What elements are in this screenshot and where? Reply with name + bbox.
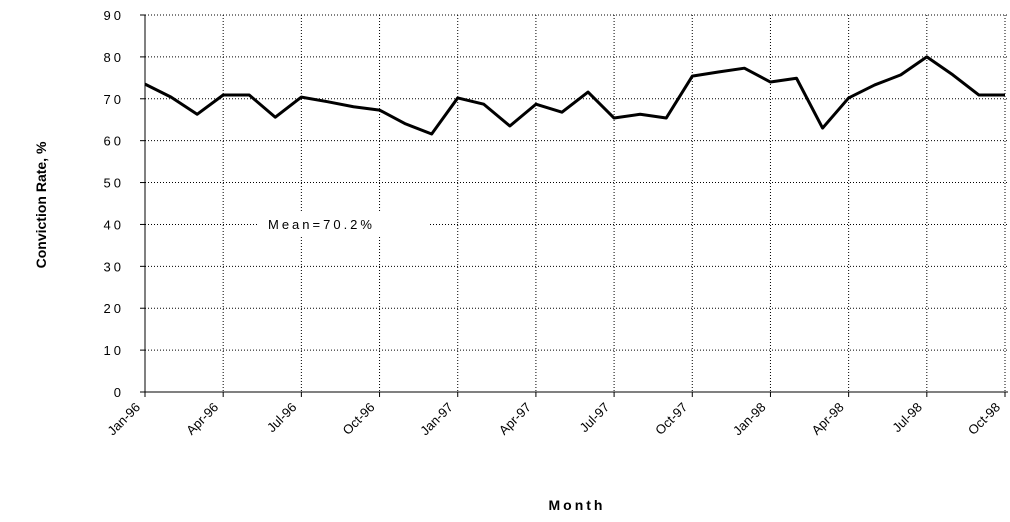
y-tick-label: 60 xyxy=(104,134,124,149)
y-tick-label: 0 xyxy=(114,385,124,400)
y-tick-label: 50 xyxy=(104,176,124,191)
x-tick-label: Oct-96 xyxy=(339,400,377,438)
y-axis-title: Conviction Rate, % xyxy=(33,141,49,268)
annotation: Mean=70.2% xyxy=(268,217,375,232)
x-tick-label: Jan-98 xyxy=(730,400,769,439)
x-tick-label: Jul-97 xyxy=(577,400,613,436)
y-tick-label: 40 xyxy=(104,217,124,232)
x-tick-label: Apr-97 xyxy=(496,400,534,438)
x-tick-label: Jul-98 xyxy=(889,400,925,436)
line-series xyxy=(144,55,1005,136)
x-axis-title: Month xyxy=(549,497,606,513)
annotation-bg xyxy=(258,212,428,236)
x-tick-label: Jul-96 xyxy=(264,400,300,436)
x-tick-label: Apr-96 xyxy=(183,400,221,438)
y-tick-label: 70 xyxy=(104,92,124,107)
y-tick-label: 80 xyxy=(104,50,124,65)
x-tick-label: Jan-97 xyxy=(417,400,456,439)
y-tick-label: 30 xyxy=(104,259,124,274)
x-tick-label: Oct-98 xyxy=(965,400,1003,438)
x-tick-label: Oct-97 xyxy=(652,400,690,438)
x-tick-label: Jan-96 xyxy=(104,400,143,439)
x-tick-label: Apr-98 xyxy=(809,400,847,438)
y-tick-label: 10 xyxy=(104,343,124,358)
y-tick-label: 20 xyxy=(104,301,124,316)
y-tick-label: 90 xyxy=(104,8,124,23)
